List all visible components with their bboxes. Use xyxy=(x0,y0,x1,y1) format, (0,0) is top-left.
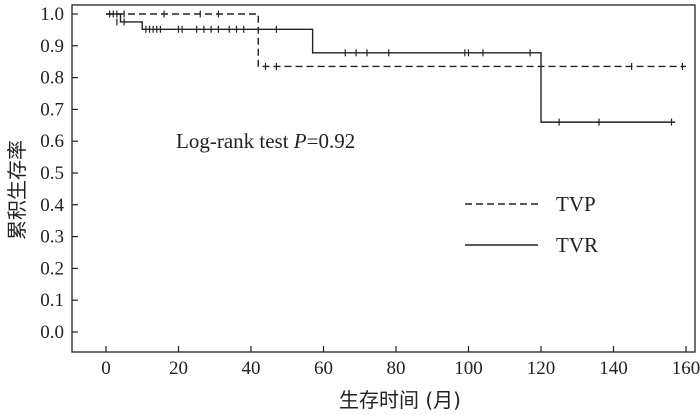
x-tick-label: 60 xyxy=(314,358,333,379)
x-tick-label: 40 xyxy=(242,358,261,379)
y-tick-label: 0.5 xyxy=(40,163,64,184)
y-tick-label: 0.8 xyxy=(40,68,64,89)
annotation-suffix: =0.92 xyxy=(307,129,356,153)
y-tick-label: 0.0 xyxy=(40,322,64,343)
y-tick-label: 0.4 xyxy=(40,195,64,216)
series-layer xyxy=(106,10,686,126)
y-tick-label: 0.7 xyxy=(40,99,64,120)
legend-label-tvr: TVR xyxy=(556,233,598,257)
x-tick-label: 140 xyxy=(599,358,628,379)
x-axis-ticks: 0 20 40 60 80 100 120 140 160 xyxy=(101,346,700,379)
y-tick-label: 0.6 xyxy=(40,131,64,152)
x-tick-label: 100 xyxy=(454,358,483,379)
x-tick-label: 120 xyxy=(527,358,556,379)
legend: TVP TVR xyxy=(465,192,598,257)
series-line-tvp xyxy=(106,13,686,68)
y-axis-ticks: 0.0 0.1 0.2 0.3 0.4 0.5 0.6 0.7 0.8 0.9 1.0 xyxy=(40,4,78,343)
y-tick-label: 0.2 xyxy=(40,258,64,279)
plot-axes xyxy=(71,4,696,353)
y-tick-label: 0.3 xyxy=(40,227,64,248)
y-tick-label: 0.1 xyxy=(40,290,64,311)
y-tick-label: 1.0 xyxy=(40,4,64,25)
log-rank-annotation: Log-rank test P=0.92 xyxy=(176,129,355,153)
series-line-tvr xyxy=(106,13,676,123)
x-tick-label: 0 xyxy=(101,358,111,379)
annotation-prefix: Log-rank test xyxy=(176,129,294,153)
x-axis-title: 生存时间 (月) xyxy=(339,388,461,412)
x-tick-label: 20 xyxy=(169,358,188,379)
plot-frame xyxy=(71,4,696,353)
series-tvp xyxy=(106,10,686,70)
x-tick-label: 160 xyxy=(672,358,700,379)
series-tvr xyxy=(106,10,676,126)
x-tick-label: 80 xyxy=(387,358,406,379)
annotation-stat: P xyxy=(293,129,307,153)
legend-label-tvp: TVP xyxy=(556,192,596,216)
y-tick-label: 0.9 xyxy=(40,36,64,57)
y-axis-title: 累积生存率 xyxy=(5,140,29,240)
